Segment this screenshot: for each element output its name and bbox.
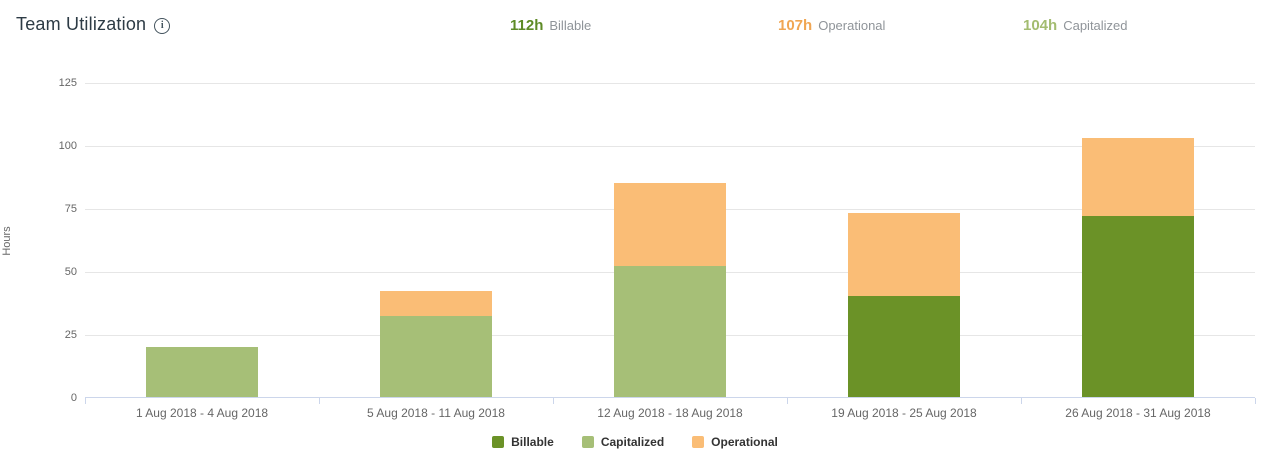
bar-segment-capitalized[interactable]	[146, 347, 258, 397]
legend-item-billable[interactable]: Billable	[492, 435, 554, 449]
x-category-label: 1 Aug 2018 - 4 Aug 2018	[135, 406, 269, 420]
stat-capitalized: 104h Capitalized	[1023, 17, 1128, 34]
x-axis-tick	[787, 398, 788, 404]
y-tick-label: 75	[64, 203, 77, 215]
stat-label: Billable	[549, 18, 592, 33]
stat-value: 107h	[778, 17, 813, 34]
y-tick-label: 0	[70, 392, 77, 404]
gridline	[85, 83, 1255, 84]
page-title: Team Utilization	[16, 14, 147, 34]
legend-item-operational[interactable]: Operational	[692, 435, 778, 449]
x-axis-tick	[319, 398, 320, 404]
stat-operational: 107h Operational	[778, 17, 885, 34]
legend-label: Capitalized	[600, 435, 665, 449]
stat-billable: 112h Billable	[510, 17, 591, 34]
x-category-label: 5 Aug 2018 - 11 Aug 2018	[367, 406, 505, 420]
x-category-label: 12 Aug 2018 - 18 Aug 2018	[597, 406, 743, 420]
bar-segment-capitalized[interactable]	[380, 316, 492, 397]
stat-value: 104h	[1023, 17, 1058, 34]
x-axis-tick	[1255, 398, 1256, 404]
title-wrap: Team Utilization i	[16, 14, 171, 35]
x-axis-tick	[1021, 398, 1022, 404]
chart-legend: Billable Capitalized Operational	[0, 435, 1270, 449]
bar-segment-operational[interactable]	[1082, 138, 1194, 216]
legend-label: Billable	[511, 435, 554, 449]
info-icon[interactable]: i	[154, 17, 171, 34]
gridline	[85, 146, 1255, 147]
legend-swatch	[492, 436, 505, 448]
x-category-label: 19 Aug 2018 - 25 Aug 2018	[831, 406, 977, 420]
bar-segment-operational[interactable]	[848, 213, 960, 296]
bar-segment-billable[interactable]	[848, 296, 960, 397]
bar-segment-capitalized[interactable]	[614, 266, 726, 397]
y-tick-label: 100	[58, 140, 77, 152]
plot-area	[85, 83, 1256, 404]
stat-value: 112h	[510, 17, 544, 34]
bar-segment-billable[interactable]	[1082, 216, 1194, 397]
chart-header: Team Utilization i 112h Billable 107h Opera…	[0, 0, 1270, 52]
x-axis-tick	[85, 398, 86, 404]
bar-segment-operational[interactable]	[614, 183, 726, 266]
legend-item-capitalized[interactable]: Capitalized	[581, 435, 665, 449]
stat-label: Capitalized	[1063, 18, 1128, 33]
stat-label: Operational	[818, 18, 886, 33]
y-tick-label: 50	[64, 266, 77, 278]
y-tick-label: 25	[64, 329, 77, 341]
y-tick-label: 125	[58, 77, 77, 89]
legend-swatch	[692, 436, 705, 448]
x-category-label: 26 Aug 2018 - 31 Aug 2018	[1065, 406, 1211, 420]
bar-segment-operational[interactable]	[380, 291, 492, 316]
legend-swatch	[581, 436, 594, 448]
x-axis-tick	[553, 398, 554, 404]
legend-label: Operational	[711, 435, 778, 449]
